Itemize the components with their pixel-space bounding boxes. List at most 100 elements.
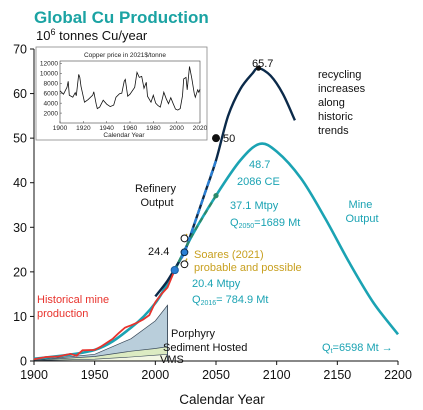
inset-price-line bbox=[59, 66, 201, 111]
subtitle-exponent: 6 bbox=[50, 27, 55, 37]
inset-frame bbox=[35, 46, 208, 141]
mine-label-2: Output bbox=[345, 213, 378, 225]
y-tick-label: 20 bbox=[13, 265, 27, 279]
recycling-line-4: historic bbox=[318, 111, 353, 123]
qt-symbol: Q bbox=[322, 342, 331, 354]
deposit-type-areas bbox=[33, 304, 168, 362]
y-tick-label: 70 bbox=[13, 43, 27, 57]
mine-2016-cumulative-label: Q2016= 784.9 Mt bbox=[192, 294, 268, 307]
inset-x-ticks: 1900 1920 1940 1960 1980 2000 2020 bbox=[53, 125, 208, 132]
inset-y-tick-label: 2000 bbox=[44, 110, 59, 117]
soares-upper-marker bbox=[180, 234, 189, 243]
inset-y-ticks: 2000 4000 6000 8000 10000 12000 bbox=[40, 61, 58, 118]
mine-label-1: Mine bbox=[349, 199, 373, 211]
porphyry-label: Porphyry bbox=[171, 328, 216, 340]
series-lines bbox=[33, 66, 400, 361]
x-tick-label: 2050 bbox=[202, 368, 230, 382]
mine-2016-marker bbox=[170, 265, 179, 275]
mine-peak-value-label: 48.7 bbox=[249, 159, 270, 171]
inset-y-tick-label: 8000 bbox=[44, 81, 59, 88]
peak-refinery-marker bbox=[255, 65, 262, 71]
subtitle-units: tonnes Cu/year bbox=[55, 28, 147, 43]
refinery-2024-marker bbox=[180, 248, 189, 257]
x-tick-label: 1950 bbox=[81, 368, 109, 382]
qt-value: =6598 Mt bbox=[333, 342, 379, 354]
q2050-subscript: 2050 bbox=[239, 223, 255, 230]
recycling-line-2: increases bbox=[318, 83, 366, 95]
inset-axes bbox=[59, 60, 201, 124]
refinery-forecast-dashed bbox=[178, 160, 218, 262]
soares-lower-marker bbox=[180, 260, 189, 269]
mine-2016-rate-label: 20.4 Mtpy bbox=[192, 278, 241, 290]
recycling-line-1: recycling bbox=[318, 69, 361, 81]
refinery-2024-value-label: 24.4 bbox=[148, 246, 169, 258]
refinery-label-2: Output bbox=[140, 197, 173, 209]
inset-y-tick-label: 12000 bbox=[40, 61, 58, 68]
inset-x-tick-label: 2020 bbox=[193, 125, 208, 132]
refinery-2050-value-label: 50 bbox=[223, 133, 235, 145]
soares-line-2: probable and possible bbox=[194, 262, 302, 274]
mine-forecast-dashed bbox=[173, 195, 217, 271]
mine-2050-cumulative-label: Q2050=1689 Mt bbox=[230, 217, 300, 230]
refinery-output-label: Refinery Output bbox=[135, 183, 179, 209]
qt-subscript: t bbox=[331, 348, 333, 355]
copper-price-inset: Copper price in 2021$/tonne Calendar Yea… bbox=[35, 46, 208, 141]
historical-production-label: Historical mine production bbox=[37, 294, 112, 320]
y-tick-label: 30 bbox=[13, 221, 27, 235]
y-tick-label: 10 bbox=[13, 310, 27, 324]
inset-price-path bbox=[59, 66, 201, 111]
q2050-symbol: Q bbox=[230, 217, 239, 229]
inset-x-tick-label: 1900 bbox=[53, 125, 68, 132]
inset-x-label: Calendar Year bbox=[103, 132, 145, 139]
axes bbox=[30, 48, 399, 365]
chart-subtitle: 106 tonnes Cu/year bbox=[36, 27, 148, 43]
refinery-label-1: Refinery bbox=[135, 183, 176, 195]
x-tick-label: 2150 bbox=[323, 368, 351, 382]
recycling-line-3: along bbox=[318, 97, 345, 109]
mine-peak-year-label: 2086 CE bbox=[237, 176, 280, 188]
x-tick-labels: 1900 1950 2000 2050 2100 2150 2200 bbox=[20, 368, 412, 382]
mine-2050-marker bbox=[213, 193, 219, 199]
q2016-symbol: Q bbox=[192, 294, 201, 306]
inset-x-tick-label: 1920 bbox=[76, 125, 91, 132]
inset-x-tick-label: 2000 bbox=[169, 125, 184, 132]
inset-y-tick-label: 6000 bbox=[44, 90, 59, 97]
y-tick-label: 0 bbox=[20, 355, 27, 369]
chart-title: Global Cu Production bbox=[34, 8, 209, 27]
historical-line-2: production bbox=[37, 308, 88, 320]
soares-label: Soares (2021) probable and possible bbox=[194, 249, 302, 274]
x-tick-label: 1900 bbox=[20, 368, 48, 382]
q2050-value: =1689 Mt bbox=[254, 217, 300, 229]
vms-label: VMS bbox=[160, 354, 184, 366]
x-tick-label: 2200 bbox=[384, 368, 412, 382]
inset-title: Copper price in 2021$/tonne bbox=[84, 52, 166, 59]
peak-value-label: 65.7 bbox=[252, 58, 273, 70]
total-cumulative-label: Qt=6598 Mt → bbox=[322, 342, 393, 355]
subtitle-base: 10 bbox=[36, 28, 50, 43]
inset-y-tick-label: 10000 bbox=[40, 71, 58, 78]
q2016-value: = 784.9 Mt bbox=[216, 294, 268, 306]
mine-2050-rate-label: 37.1 Mtpy bbox=[230, 200, 279, 212]
historical-line-1: Historical mine bbox=[37, 294, 109, 306]
refinery-2050-marker bbox=[212, 134, 220, 143]
q2016-subscript: 2016 bbox=[201, 300, 217, 307]
mine-output-label: Mine Output bbox=[345, 199, 378, 225]
x-tick-label: 2000 bbox=[141, 368, 169, 382]
y-tick-label: 40 bbox=[13, 176, 27, 190]
inset-y-tick-label: 4000 bbox=[44, 100, 59, 107]
recycling-line-5: trends bbox=[318, 125, 349, 137]
point-markers bbox=[170, 65, 262, 275]
qt-arrow: → bbox=[382, 342, 393, 354]
x-tick-label: 2100 bbox=[263, 368, 291, 382]
y-tick-label: 60 bbox=[13, 87, 27, 101]
inset-x-tick-label: 1940 bbox=[99, 125, 114, 132]
recycling-note: recycling increases along historic trend… bbox=[318, 69, 368, 137]
y-tick-labels: 0 10 20 30 40 50 60 70 bbox=[13, 43, 27, 369]
inset-x-tick-label: 1960 bbox=[123, 125, 138, 132]
y-tick-label: 50 bbox=[13, 132, 27, 146]
x-axis-label: Calendar Year bbox=[179, 392, 265, 407]
sediment-hosted-label: Sediment Hosted bbox=[163, 342, 247, 354]
inset-x-tick-label: 1980 bbox=[146, 125, 161, 132]
soares-line-1: Soares (2021) bbox=[194, 249, 264, 261]
